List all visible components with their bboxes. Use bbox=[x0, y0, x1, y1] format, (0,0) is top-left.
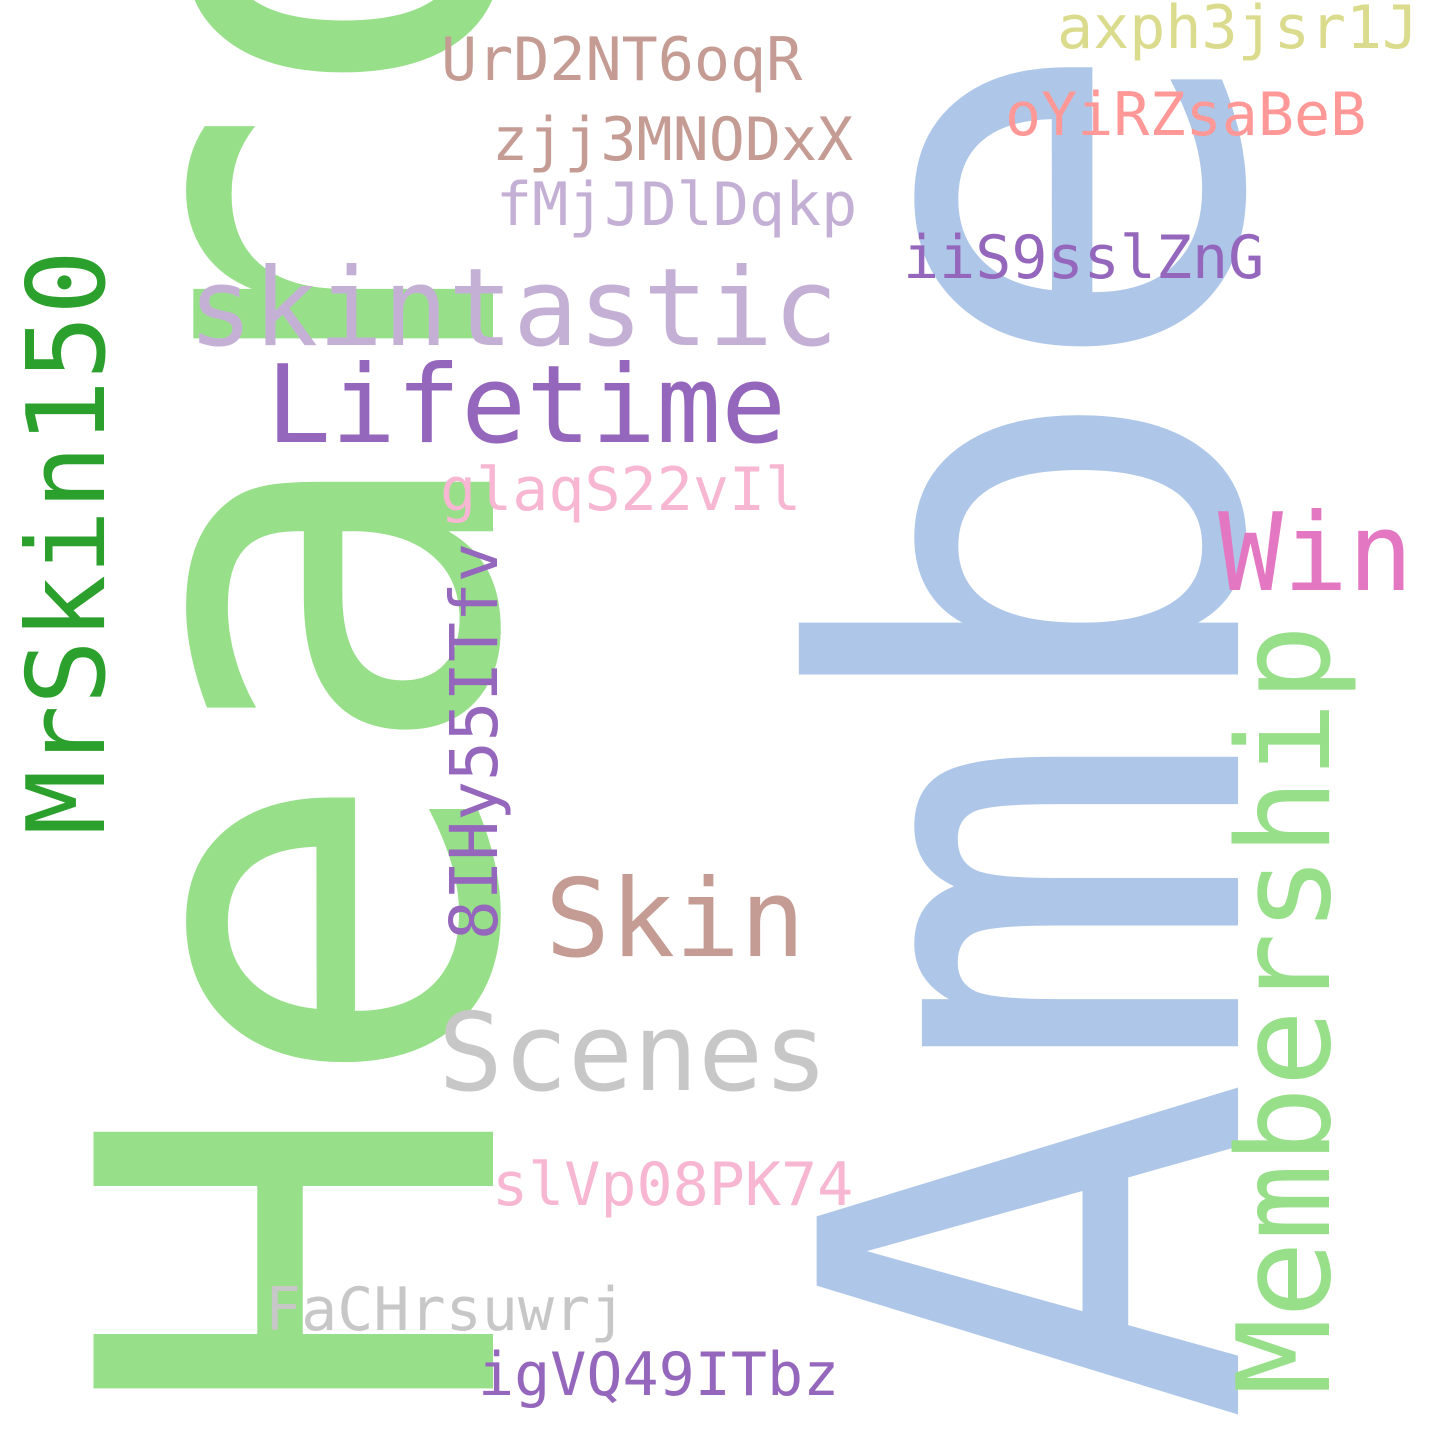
word-slvp08pk74: slVp08PK74 bbox=[492, 1150, 854, 1220]
word-fachrsuwrj: FaCHrsuwrj bbox=[265, 1275, 627, 1345]
word-oyirzsabeb: oYiRZsaBeB bbox=[1005, 80, 1367, 150]
word-glaqs22vil: glaqS22vIl bbox=[440, 455, 802, 525]
word-lifetime: Lifetime bbox=[266, 343, 787, 468]
word-iis9sslzng: iiS9sslZnG bbox=[903, 223, 1265, 293]
word-skin: Skin bbox=[545, 857, 806, 982]
word-mrskin150: MrSkin150 bbox=[5, 249, 130, 835]
word-zjj3mnodxx: zjj3MNODxX bbox=[492, 105, 854, 175]
word-8ihy55itfv: 8IHy55ITfv bbox=[436, 542, 513, 940]
word-igvq49itbz: igVQ49ITbz bbox=[478, 1340, 840, 1410]
word-axph3jsr1j: axph3jsr1J bbox=[1057, 0, 1419, 63]
word-urd2nt6oqr: UrD2NT6oqR bbox=[441, 25, 803, 95]
word-fmjjdldqkp: fMjJDlDqkp bbox=[496, 170, 858, 240]
word-scenes: Scenes bbox=[438, 991, 829, 1116]
word-win: Win bbox=[1218, 491, 1414, 616]
word-skintastic: skintastic bbox=[188, 246, 839, 371]
word-membership: Membership bbox=[1211, 624, 1360, 1395]
